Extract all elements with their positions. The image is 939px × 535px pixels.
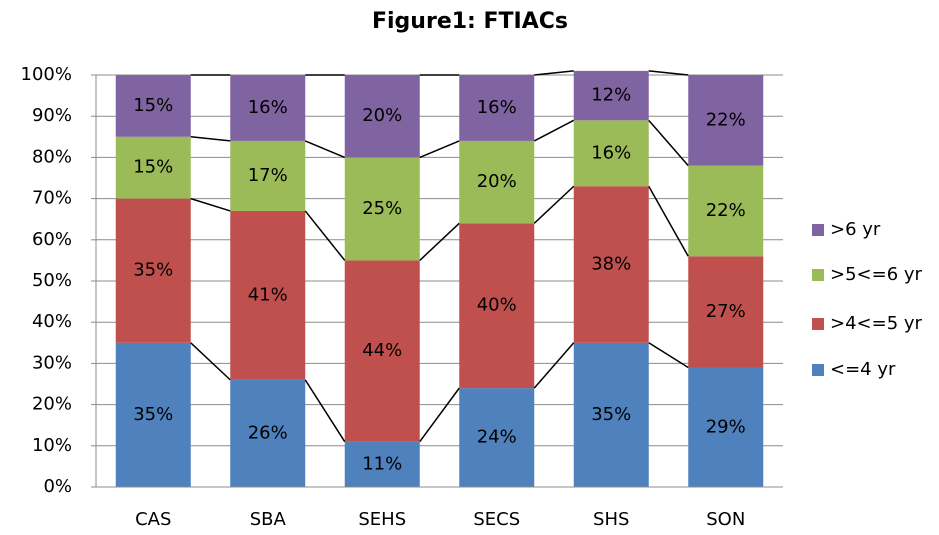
data-label: 20% bbox=[362, 105, 402, 126]
y-tick-label: 70% bbox=[32, 188, 72, 209]
data-label: 12% bbox=[591, 85, 631, 106]
y-tick-label: 0% bbox=[43, 476, 72, 497]
bar-segment bbox=[344, 441, 420, 487]
data-label: 25% bbox=[362, 198, 402, 219]
data-label: 22% bbox=[706, 109, 746, 130]
series-line bbox=[533, 119, 575, 142]
series-line bbox=[419, 387, 460, 443]
series-line bbox=[533, 185, 575, 224]
legend-swatch bbox=[812, 224, 824, 236]
legend-label: >6 yr bbox=[830, 219, 881, 240]
bar-segment bbox=[115, 342, 191, 487]
series-line bbox=[534, 70, 574, 76]
bar-segment bbox=[115, 75, 191, 137]
data-label: 17% bbox=[248, 165, 288, 186]
series-line bbox=[304, 210, 346, 261]
x-tick-label: SON bbox=[706, 509, 745, 530]
series-line bbox=[304, 379, 346, 443]
y-tick-label: 40% bbox=[32, 311, 72, 332]
data-label: 11% bbox=[362, 453, 402, 474]
bar-segment bbox=[573, 120, 649, 187]
series-line bbox=[648, 185, 689, 257]
bar-segment bbox=[230, 140, 306, 211]
data-label: 26% bbox=[248, 422, 288, 443]
bar-segment bbox=[459, 75, 535, 141]
legend-swatch bbox=[812, 269, 824, 281]
series-line bbox=[190, 136, 231, 142]
data-label: 22% bbox=[706, 200, 746, 221]
y-tick-label: 90% bbox=[32, 105, 72, 126]
y-tick-label: 100% bbox=[21, 64, 72, 85]
data-label: 44% bbox=[362, 340, 402, 361]
bar-segment bbox=[688, 165, 764, 257]
x-tick-label: CAS bbox=[135, 509, 171, 530]
data-label: 27% bbox=[706, 301, 746, 322]
legend-swatch bbox=[812, 364, 824, 376]
data-label: 16% bbox=[477, 97, 517, 118]
series-line bbox=[304, 140, 346, 159]
bar-segment bbox=[230, 379, 306, 487]
bar-segment bbox=[344, 157, 420, 261]
y-tick-label: 80% bbox=[32, 146, 72, 167]
data-label: 15% bbox=[133, 95, 173, 116]
data-label: 15% bbox=[133, 157, 173, 178]
y-tick-label: 50% bbox=[32, 270, 72, 291]
series-line bbox=[648, 119, 689, 167]
data-label: 35% bbox=[133, 404, 173, 425]
series-line bbox=[648, 342, 689, 369]
data-label: 24% bbox=[477, 427, 517, 448]
legend-swatch bbox=[812, 318, 824, 330]
bar-segment bbox=[344, 75, 420, 158]
bar-segment bbox=[459, 388, 535, 487]
x-tick-label: SBA bbox=[250, 509, 287, 530]
data-label: 35% bbox=[133, 260, 173, 281]
legend-label: <=4 yr bbox=[830, 359, 896, 380]
data-label: 16% bbox=[591, 142, 631, 163]
bar-segment bbox=[573, 70, 649, 121]
y-tick-label: 10% bbox=[32, 435, 72, 456]
series-line bbox=[533, 342, 575, 389]
bar-segment bbox=[115, 136, 191, 199]
legend-label: >4<=5 yr bbox=[830, 313, 923, 334]
legend-label: >5<=6 yr bbox=[830, 264, 923, 285]
series-line bbox=[419, 140, 460, 159]
x-tick-label: SECS bbox=[473, 509, 520, 530]
bar-segment bbox=[573, 186, 649, 343]
bar-segment bbox=[344, 260, 420, 442]
series-line bbox=[648, 70, 689, 76]
chart-title: Figure1: FTIACs bbox=[372, 9, 568, 34]
bar-segment bbox=[688, 367, 764, 487]
data-label: 29% bbox=[706, 416, 746, 437]
bar-segment bbox=[115, 198, 191, 343]
bar-segment bbox=[688, 256, 764, 368]
bar-segment bbox=[230, 210, 306, 380]
data-label: 38% bbox=[591, 254, 631, 275]
data-label: 16% bbox=[248, 97, 288, 118]
y-tick-label: 20% bbox=[32, 394, 72, 415]
bar-segment bbox=[459, 140, 535, 224]
y-tick-label: 60% bbox=[32, 229, 72, 250]
series-line bbox=[190, 197, 231, 212]
data-label: 20% bbox=[477, 171, 517, 192]
series-line bbox=[419, 222, 460, 261]
data-label: 41% bbox=[248, 284, 288, 305]
x-tick-label: SEHS bbox=[358, 509, 406, 530]
bar-segment bbox=[573, 342, 649, 487]
series-line bbox=[190, 342, 231, 381]
y-tick-label: 30% bbox=[32, 352, 72, 373]
bar-segment bbox=[688, 75, 764, 166]
bar-segment bbox=[459, 223, 535, 389]
x-tick-label: SHS bbox=[593, 509, 629, 530]
data-label: 35% bbox=[591, 404, 631, 425]
data-label: 40% bbox=[477, 295, 517, 316]
bar-segment bbox=[230, 75, 306, 141]
